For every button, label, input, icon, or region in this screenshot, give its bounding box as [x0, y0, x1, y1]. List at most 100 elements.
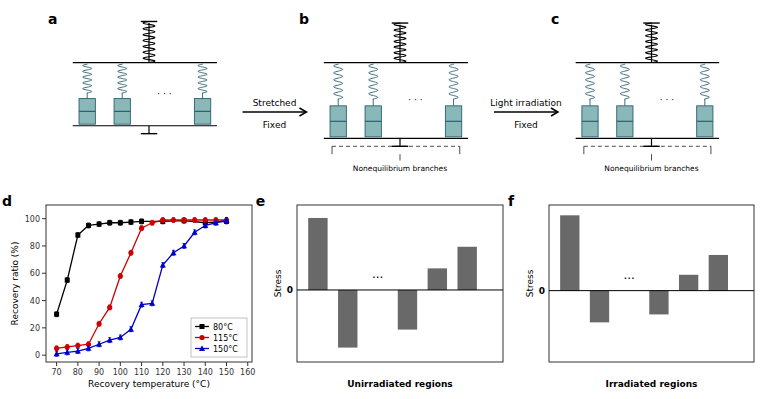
network-diagram: · · ·StretchedFixeda [48, 11, 307, 134]
bottom-rod [399, 138, 400, 146]
point [54, 346, 59, 351]
arrow-head [300, 108, 307, 116]
y-axis-label: Stress [273, 269, 283, 297]
spring [118, 64, 127, 93]
point [160, 262, 166, 268]
bracket-tick [332, 146, 333, 154]
point [64, 349, 70, 355]
error-bar [55, 312, 58, 317]
rod [202, 93, 203, 99]
spring [585, 64, 594, 99]
dashpot [697, 106, 713, 137]
arrow [494, 111, 558, 113]
rod [590, 99, 591, 106]
x-tick [99, 362, 100, 366]
bar [398, 290, 417, 330]
error-bar [76, 233, 79, 238]
error-bar [129, 220, 132, 225]
spring [700, 64, 709, 99]
y-tick-label: 80 [30, 242, 40, 251]
panel-letter: e [256, 193, 265, 209]
point [75, 348, 81, 354]
bar [428, 268, 447, 290]
x-tick [141, 362, 142, 366]
y-tick-label: 60 [30, 269, 40, 278]
y-tick-label: 0 [35, 351, 40, 360]
plot-data [560, 215, 728, 322]
error-bar [108, 220, 111, 225]
point [160, 217, 165, 222]
rod [338, 99, 339, 106]
x-tick-label: 130 [176, 368, 191, 377]
point [181, 217, 186, 222]
arrow [243, 111, 307, 113]
bar-chart: 0···StressIrradiated regionsf [508, 193, 754, 389]
y-tick-label: 0 [539, 286, 545, 296]
bar [649, 291, 668, 315]
x-tick [205, 362, 206, 366]
legend-entry: 80°C [213, 323, 233, 332]
x-tick-label: 70 [52, 368, 62, 377]
piston [79, 111, 95, 112]
spring [369, 64, 378, 99]
piston [114, 111, 130, 112]
point [117, 334, 123, 340]
point [149, 300, 155, 306]
point [139, 226, 144, 231]
x-tick [184, 362, 185, 366]
plot-data [54, 217, 230, 356]
x-tick-label: 100 [113, 368, 128, 377]
piston [330, 121, 346, 122]
point [139, 301, 145, 307]
bar [560, 215, 579, 290]
y-tick [42, 245, 46, 246]
rod [704, 99, 705, 106]
bracket-label: Nonequilibrium branches [353, 164, 447, 173]
x-tick [120, 362, 121, 366]
point [65, 344, 70, 349]
point [97, 222, 102, 227]
top-cap [392, 22, 408, 23]
x-axis-label: Recovery temperature (°C) [88, 379, 210, 389]
point [128, 220, 133, 225]
rod [453, 99, 454, 106]
zero-line [297, 289, 503, 290]
legend-frame [191, 318, 247, 357]
series-line [57, 221, 227, 315]
point [192, 229, 198, 235]
legend-entry: 115°C [213, 334, 238, 343]
bar [590, 291, 609, 323]
point [192, 217, 197, 222]
point [75, 233, 80, 238]
top-bar [576, 62, 720, 63]
piston [365, 121, 381, 122]
ellipsis: · · · [157, 89, 171, 99]
bracket-tick [710, 146, 711, 154]
bar-chart: 0···StressUnirradiated regionse [256, 193, 503, 389]
point [118, 220, 123, 225]
y-tick-label: 40 [30, 297, 40, 306]
spring [394, 23, 406, 63]
bracket-tick [651, 154, 652, 160]
spring [449, 64, 458, 99]
arrow-label: Fixed [514, 120, 537, 130]
ellipsis: · · · [408, 95, 422, 105]
point [171, 217, 176, 222]
piston [445, 121, 461, 122]
point [139, 219, 144, 224]
top-cap [643, 22, 659, 23]
rod [624, 99, 625, 106]
bottom-bar [324, 138, 468, 139]
panel-letter: b [299, 11, 309, 27]
panel-letter: c [551, 11, 559, 27]
bottom-rod [148, 126, 149, 134]
point [213, 220, 219, 226]
point [181, 243, 187, 249]
bracket-line [584, 146, 711, 147]
point [170, 250, 176, 256]
top-bar [73, 62, 217, 63]
bottom-bar [73, 125, 217, 126]
y-tick [42, 327, 46, 328]
top-bar [324, 62, 468, 63]
bar [679, 275, 698, 291]
